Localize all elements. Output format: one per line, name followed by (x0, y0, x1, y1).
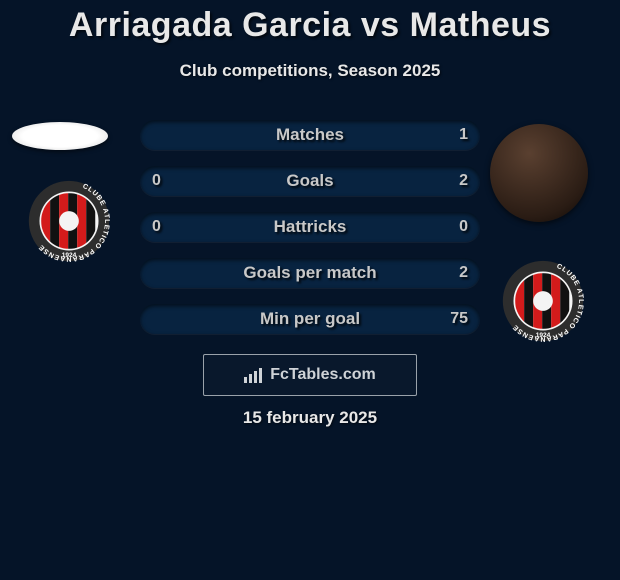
stats-list: Matches 1 0 Goals 2 0 Hattricks 0 Goals … (0, 120, 620, 350)
stat-right-value: 0 (459, 212, 468, 242)
stat-right-value: 1 (459, 120, 468, 150)
stat-label: Min per goal (140, 304, 480, 334)
page-subtitle: Club competitions, Season 2025 (0, 61, 620, 81)
stat-label: Hattricks (140, 212, 480, 242)
stat-label: Goals per match (140, 258, 480, 288)
stat-right-value: 2 (459, 166, 468, 196)
stat-label: Matches (140, 120, 480, 150)
stat-row: 0 Goals 2 (140, 166, 480, 196)
stat-row: Matches 1 (140, 120, 480, 150)
page-title: Arriagada Garcia vs Matheus (0, 0, 620, 45)
stat-row: Goals per match 2 (140, 258, 480, 288)
date-line: 15 february 2025 (0, 408, 620, 428)
brand-box[interactable]: FcTables.com (203, 354, 417, 396)
stat-right-value: 75 (450, 304, 468, 334)
brand-text: FcTables.com (270, 366, 376, 384)
bar-chart-icon (244, 367, 262, 383)
stat-row: Min per goal 75 (140, 304, 480, 334)
stat-label: Goals (140, 166, 480, 196)
stat-right-value: 2 (459, 258, 468, 288)
stat-row: 0 Hattricks 0 (140, 212, 480, 242)
comparison-card: Arriagada Garcia vs Matheus Club competi… (0, 0, 620, 580)
